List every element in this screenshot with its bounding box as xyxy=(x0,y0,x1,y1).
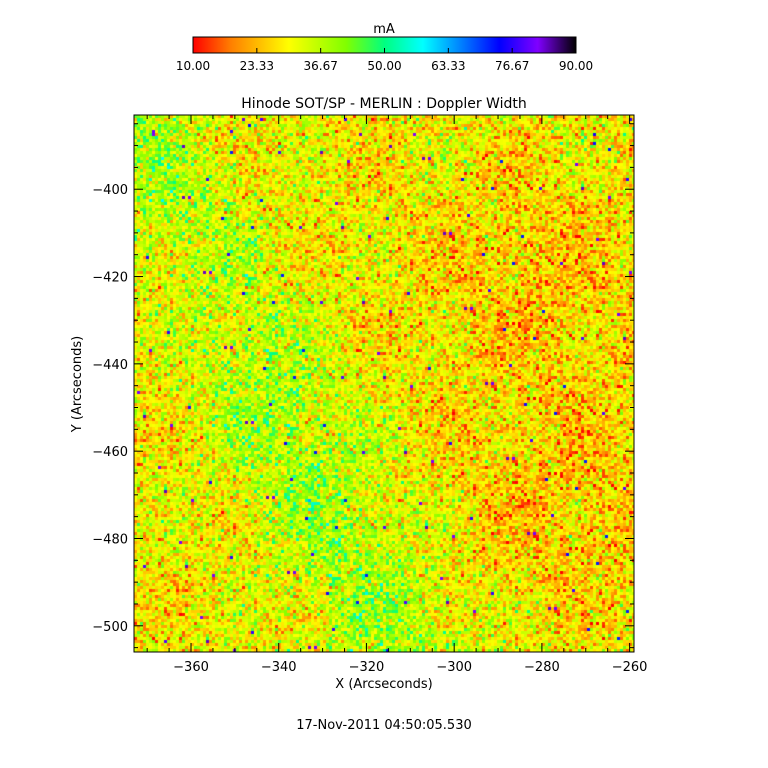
y-tick-label: −480 xyxy=(92,532,128,547)
colorbar-tick-label: 76.67 xyxy=(495,59,529,73)
chart-title: Hinode SOT/SP - MERLIN : Doppler Width xyxy=(241,96,526,112)
y-tick-label: −400 xyxy=(92,183,128,198)
x-tick-label: −300 xyxy=(436,660,472,675)
colorbar-tick-label: 50.00 xyxy=(367,59,401,73)
x-tick-label: −360 xyxy=(173,660,209,675)
x-tick-label: −340 xyxy=(261,660,297,675)
heatmap-image-container xyxy=(134,115,634,652)
plot-frame xyxy=(133,114,635,653)
x-axis-label: X (Arcseconds) xyxy=(335,677,432,692)
colorbar-tick-label: 36.67 xyxy=(303,59,337,73)
colorbar-tick-label: 23.33 xyxy=(240,59,274,73)
y-tick-label: −440 xyxy=(92,358,128,373)
colorbar-label: mA xyxy=(373,22,395,37)
doppler-width-heatmap xyxy=(134,115,634,652)
y-tick-label: −460 xyxy=(92,445,128,460)
timestamp: 17-Nov-2011 04:50:05.530 xyxy=(296,718,472,733)
y-axis-label: Y (Arcseconds) xyxy=(70,336,85,433)
colorbar-tick-label: 10.00 xyxy=(176,59,210,73)
x-tick-label: −320 xyxy=(349,660,385,675)
y-tick-label: −420 xyxy=(92,271,128,286)
axis-ticks: −360 −340 −320 −300 −280 −260 −400 −420 −440 −460… xyxy=(92,115,647,675)
colorbar-ticks: 10.00 23.33 36.67 50.00 63.33 76.67 90.00 xyxy=(176,48,593,73)
x-tick-label: −280 xyxy=(524,660,560,675)
colorbar-tick-label: 63.33 xyxy=(431,59,465,73)
x-tick-label: −260 xyxy=(612,660,648,675)
colorbar-tick-label: 90.00 xyxy=(559,59,593,73)
y-tick-label: −500 xyxy=(92,620,128,635)
